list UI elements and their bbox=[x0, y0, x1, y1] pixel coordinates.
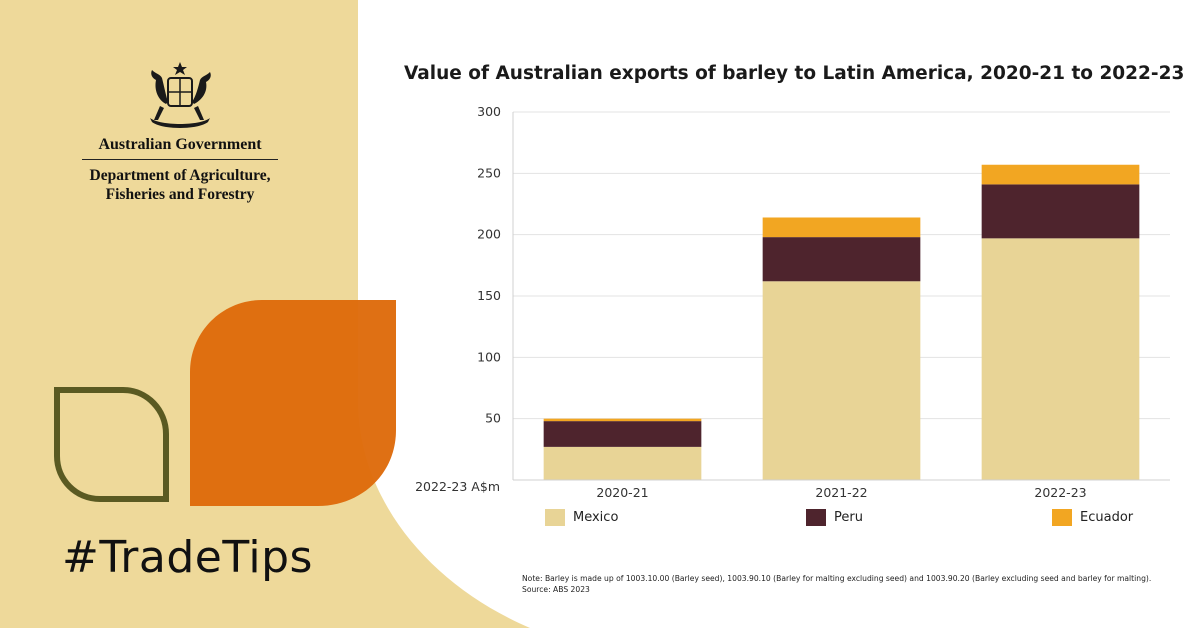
bar-ecuador-2021-22 bbox=[762, 217, 921, 238]
legend-label-peru: Peru bbox=[834, 510, 863, 525]
chart-title: Value of Australian exports of barley to… bbox=[404, 63, 1185, 84]
legend-mexico: Mexico bbox=[545, 509, 618, 526]
department-name-line1: Department of Agriculture, bbox=[89, 167, 271, 184]
olive-leaf-outline bbox=[54, 387, 169, 502]
government-logo: Australian Government Department of Agri… bbox=[70, 60, 290, 204]
axes: 50 100 150 200 250 300 2020-21 2021-22 2022-23 bbox=[477, 104, 1170, 500]
chart-note: Note: Barley is made up of 1003.10.00 (B… bbox=[522, 573, 1192, 595]
y-tick-label: 150 bbox=[477, 288, 501, 303]
y-tick-label: 100 bbox=[477, 349, 501, 364]
y-tick-label: 200 bbox=[477, 227, 501, 242]
legend-ecuador: Ecuador bbox=[1052, 509, 1133, 526]
y-tick-label: 50 bbox=[485, 411, 501, 426]
y-tick-label: 300 bbox=[477, 104, 501, 119]
y-tick-label: 250 bbox=[477, 165, 501, 180]
bar-peru-2021-22 bbox=[762, 237, 921, 282]
bar-mexico-2022-23 bbox=[981, 238, 1140, 480]
hashtag-trade-tips: #TradeTips bbox=[62, 532, 313, 583]
coat-of-arms-icon bbox=[150, 62, 211, 128]
stacked-bar-chart: 50 100 150 200 250 300 2020-21 2021-22 2022-23 2… bbox=[415, 104, 1170, 500]
x-tick-label: 2021-22 bbox=[815, 485, 867, 500]
source-line: Source: ABS 2023 bbox=[522, 585, 590, 594]
legend-label-mexico: Mexico bbox=[573, 510, 619, 525]
bar-mexico-2020-21 bbox=[543, 446, 702, 480]
x-tick-label: 2022-23 bbox=[1034, 485, 1086, 500]
logo-divider bbox=[82, 159, 278, 160]
bar-peru-2020-21 bbox=[543, 421, 702, 447]
bar-peru-2022-23 bbox=[981, 184, 1140, 239]
bar-mexico-2021-22 bbox=[762, 281, 921, 480]
legend-swatch-peru bbox=[806, 509, 826, 526]
note-line: Note: Barley is made up of 1003.10.00 (B… bbox=[522, 574, 1152, 583]
x-tick-label: 2020-21 bbox=[596, 485, 648, 500]
y-axis-unit-label: 2022-23 A$m bbox=[415, 479, 500, 494]
government-name: Australian Government bbox=[98, 136, 262, 153]
legend-label-ecuador: Ecuador bbox=[1080, 510, 1134, 525]
legend-swatch-mexico bbox=[545, 509, 565, 526]
legend-swatch-ecuador bbox=[1052, 509, 1072, 526]
bar-ecuador-2020-21 bbox=[543, 418, 702, 422]
bars bbox=[543, 164, 1140, 480]
legend-peru: Peru bbox=[806, 509, 863, 526]
orange-leaf-shape bbox=[190, 300, 396, 506]
department-name-line2: Fisheries and Forestry bbox=[105, 186, 255, 203]
bar-ecuador-2022-23 bbox=[981, 164, 1140, 185]
